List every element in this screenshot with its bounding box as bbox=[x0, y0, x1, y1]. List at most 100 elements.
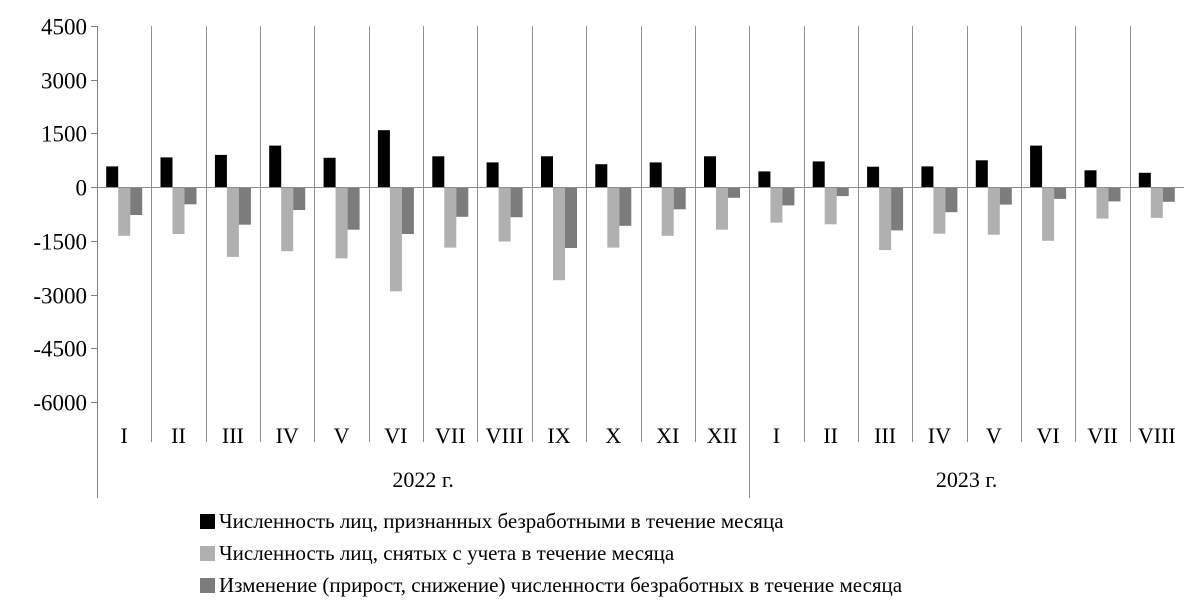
axes bbox=[91, 26, 1184, 498]
bar-series-1 bbox=[486, 162, 499, 188]
bar-series-1 bbox=[704, 156, 716, 188]
legend-label-change: Изменение (прирост, снижение) численност… bbox=[219, 573, 903, 597]
bar-series-3 bbox=[1054, 187, 1067, 199]
bar-series-3 bbox=[945, 187, 958, 213]
bar-series-1 bbox=[649, 162, 662, 188]
category-label: II bbox=[171, 423, 186, 448]
category-label: X bbox=[605, 423, 621, 448]
legend: Численность лиц, признанных безработными… bbox=[200, 505, 1140, 601]
category-label: IV bbox=[928, 423, 951, 448]
bar-series-3 bbox=[782, 187, 795, 206]
bar-series-3 bbox=[1162, 187, 1175, 202]
category-label: I bbox=[121, 423, 128, 448]
bar-series-2 bbox=[879, 187, 892, 251]
bar-series-2 bbox=[987, 187, 1000, 235]
category-label: III bbox=[874, 423, 896, 448]
category-label: XII bbox=[707, 423, 738, 448]
bar-series-3 bbox=[1108, 187, 1121, 202]
bar-series-1 bbox=[1138, 172, 1151, 188]
bar-series-2 bbox=[824, 187, 837, 225]
y-tick-label: 3000 bbox=[41, 69, 87, 94]
y-tick-label: 0 bbox=[76, 176, 88, 201]
bar-series-2 bbox=[1042, 187, 1055, 241]
bar-series-2 bbox=[389, 187, 402, 292]
bar-series-2 bbox=[281, 187, 294, 252]
bar-series-2 bbox=[1150, 187, 1163, 218]
y-tick-label: -6000 bbox=[33, 391, 87, 416]
bar-series-3 bbox=[238, 187, 251, 225]
bar-series-3 bbox=[999, 187, 1012, 205]
category-label: VII bbox=[1087, 423, 1118, 448]
y-tick-label: 1500 bbox=[41, 122, 87, 147]
grid-lines bbox=[151, 26, 1131, 442]
category-label: I bbox=[773, 423, 780, 448]
legend-swatch-removed bbox=[200, 546, 215, 561]
bar-series-1 bbox=[323, 157, 336, 188]
legend-label-registered: Численность лиц, признанных безработными… bbox=[219, 509, 784, 533]
bar-series-3 bbox=[456, 187, 469, 217]
bar-series-2 bbox=[607, 187, 620, 248]
category-label: III bbox=[222, 423, 244, 448]
bar-series-3 bbox=[510, 187, 523, 218]
bar-series-2 bbox=[553, 187, 565, 281]
category-label: VIII bbox=[486, 423, 524, 448]
bar-series-1 bbox=[1030, 145, 1043, 188]
y-tick-label: -4500 bbox=[33, 337, 87, 362]
bar-series-3 bbox=[401, 187, 414, 234]
bar-series-2 bbox=[770, 187, 783, 223]
bar-series-1 bbox=[106, 166, 119, 188]
bar-series-1 bbox=[1084, 170, 1097, 188]
bar-series-3 bbox=[619, 187, 632, 226]
category-label: VIII bbox=[1138, 423, 1176, 448]
legend-item-registered: Численность лиц, признанных безработными… bbox=[200, 505, 1140, 537]
bar-series-2 bbox=[498, 187, 511, 242]
y-tick-label: -3000 bbox=[33, 284, 87, 309]
legend-label-removed: Численность лиц, снятых с учета в течени… bbox=[219, 541, 675, 565]
legend-swatch-registered bbox=[200, 514, 215, 529]
category-label: VI bbox=[1036, 423, 1059, 448]
group-label: 2023 г. bbox=[936, 467, 998, 492]
y-tick-label: 4500 bbox=[41, 15, 87, 40]
bar-series-2 bbox=[172, 187, 185, 234]
bar-series-1 bbox=[758, 171, 771, 188]
bar-series-1 bbox=[269, 145, 282, 188]
bar-series-3 bbox=[130, 187, 143, 215]
bar-series-3 bbox=[565, 187, 577, 248]
bar-series-1 bbox=[867, 166, 880, 188]
y-tick-label: -1500 bbox=[33, 230, 87, 255]
bar-series-2 bbox=[226, 187, 239, 257]
category-label: II bbox=[823, 423, 838, 448]
bar-series-1 bbox=[921, 166, 934, 188]
bar-series-2 bbox=[933, 187, 946, 234]
bar-series-2 bbox=[335, 187, 348, 259]
bar-series-3 bbox=[293, 187, 306, 210]
bar-series-1 bbox=[812, 161, 825, 188]
bar-series-1 bbox=[541, 156, 553, 188]
category-label: V bbox=[334, 423, 350, 448]
bar-series-1 bbox=[432, 156, 445, 188]
bar-series-2 bbox=[444, 187, 457, 248]
bar-series-2 bbox=[661, 187, 674, 236]
bar-series-1 bbox=[214, 154, 227, 188]
bar-series-2 bbox=[1096, 187, 1109, 219]
category-label: IV bbox=[276, 423, 299, 448]
bar-series-3 bbox=[184, 187, 197, 205]
category-label: V bbox=[986, 423, 1002, 448]
bar-series-3 bbox=[836, 187, 849, 197]
bar-series-3 bbox=[728, 187, 740, 198]
legend-swatch-change bbox=[200, 578, 215, 593]
group-label: 2022 г. bbox=[392, 467, 454, 492]
bar-series-1 bbox=[595, 164, 608, 188]
bar-series-2 bbox=[716, 187, 728, 230]
bar-series-2 bbox=[118, 187, 131, 236]
legend-item-removed: Численность лиц, снятых с учета в течени… bbox=[200, 537, 1140, 569]
bars bbox=[106, 130, 1175, 292]
category-label: XI bbox=[656, 423, 679, 448]
legend-item-change: Изменение (прирост, снижение) численност… bbox=[200, 569, 1140, 601]
bar-series-3 bbox=[347, 187, 360, 230]
category-label: VII bbox=[435, 423, 466, 448]
category-label: IX bbox=[547, 423, 570, 448]
bar-series-1 bbox=[975, 160, 988, 188]
